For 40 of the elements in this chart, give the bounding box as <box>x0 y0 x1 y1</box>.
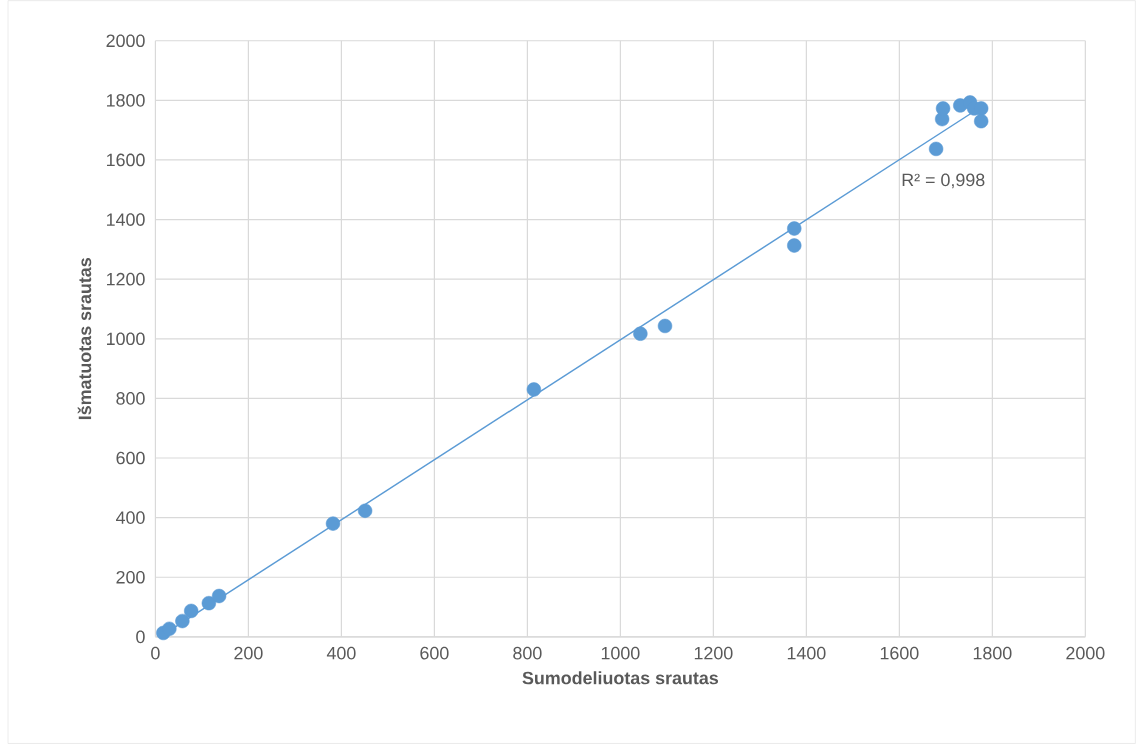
y-tick-label: 1400 <box>107 213 145 226</box>
x-tick-label: 0 <box>151 646 160 660</box>
x-tick-label: 1800 <box>973 646 1012 660</box>
y-tick-label: 1600 <box>107 153 145 167</box>
x-tick-label: 200 <box>234 646 263 660</box>
x-tick-label: 2000 <box>1066 646 1105 660</box>
point <box>935 101 951 116</box>
x-axis-title: Sumodeliuotas srautas <box>522 671 719 685</box>
point <box>325 516 341 531</box>
point <box>162 621 177 636</box>
y-axis-title: Išmatuotas srautas <box>77 257 92 420</box>
x-tick-label: 1400 <box>787 646 826 660</box>
point <box>175 613 190 629</box>
point <box>787 221 802 236</box>
point <box>357 503 373 518</box>
point <box>184 603 199 619</box>
point <box>928 141 944 157</box>
y-tick-label: 400 <box>116 511 145 524</box>
x-tick-label: 600 <box>420 646 449 660</box>
point <box>787 238 802 253</box>
point <box>526 382 542 397</box>
y-tick-label: 800 <box>116 392 145 405</box>
y-tick-label: 0 <box>136 630 145 644</box>
y-tick-label: 2000 <box>106 34 145 47</box>
point <box>974 113 989 129</box>
x-tick-label: 1600 <box>880 646 919 660</box>
x-tick-label: 1200 <box>694 646 733 660</box>
point <box>211 588 227 604</box>
y-tick-label: 1000 <box>107 332 145 346</box>
x-tick-label: 800 <box>513 646 542 660</box>
point <box>201 595 217 611</box>
x-tick-label: 1000 <box>601 646 640 660</box>
y-tick-label: 600 <box>116 451 145 465</box>
x-tick-label: 400 <box>326 646 356 660</box>
y-tick-label: 1800 <box>107 93 145 107</box>
annotation: R² = 0,998 <box>902 173 985 189</box>
y-tick-label: 1200 <box>107 272 145 286</box>
point <box>633 326 648 341</box>
y-tick-label: 200 <box>116 570 145 584</box>
point <box>657 318 673 334</box>
